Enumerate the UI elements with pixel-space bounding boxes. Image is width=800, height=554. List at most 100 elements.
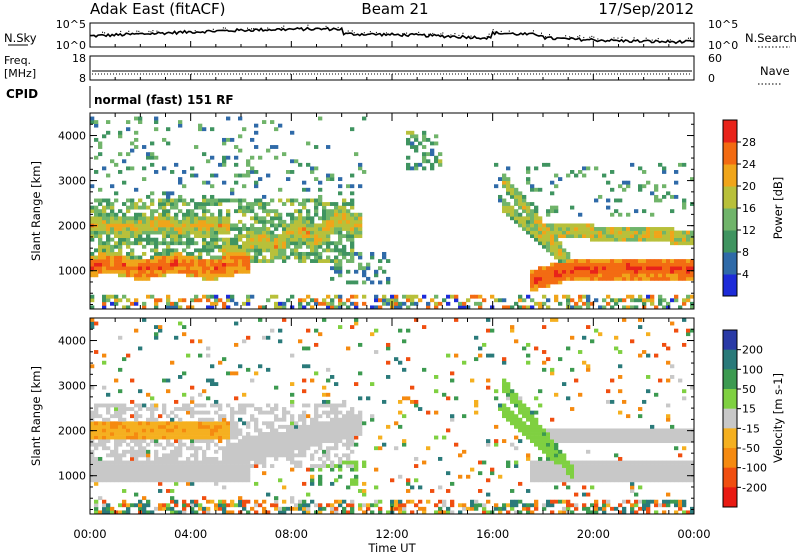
velocity-cell <box>606 478 611 483</box>
power-cell <box>658 266 663 271</box>
velocity-cell <box>106 417 111 422</box>
power-cell <box>510 305 515 309</box>
velocity-cell <box>614 335 619 340</box>
power-cell <box>134 116 139 121</box>
power-cell <box>562 269 567 274</box>
velocity-cell <box>130 414 135 419</box>
power-cell <box>138 276 143 281</box>
velocity-cell <box>242 403 247 408</box>
power-cell <box>290 198 295 203</box>
velocity-cell <box>214 467 219 472</box>
power-cell <box>422 155 427 160</box>
power-cell <box>542 162 547 167</box>
power-cell <box>558 280 563 285</box>
velocity-cell <box>130 439 135 444</box>
velocity-cell <box>210 417 215 422</box>
velocity-cell <box>374 350 379 354</box>
power-cell <box>182 202 187 206</box>
velocity-cell <box>270 328 275 333</box>
velocity-cell <box>214 464 219 468</box>
power-cell <box>162 237 167 242</box>
power-cell <box>154 219 159 224</box>
power-cell <box>146 262 151 267</box>
velocity-cell <box>690 510 694 514</box>
velocity-cell <box>666 378 671 383</box>
velocity-cell <box>506 503 511 508</box>
power-cell <box>214 202 219 206</box>
power-cell <box>334 266 339 271</box>
velocity-cell <box>170 456 175 461</box>
velocity-cell <box>342 510 347 514</box>
velocity-cell <box>134 460 139 465</box>
power-cell <box>202 219 207 224</box>
velocity-cell <box>206 456 211 461</box>
power-cell <box>594 166 599 171</box>
velocity-cell <box>538 439 543 444</box>
power-cell <box>430 141 435 146</box>
power-cell <box>146 219 151 224</box>
velocity-cell <box>166 435 171 440</box>
power-cell <box>206 269 211 274</box>
velocity-cell <box>106 474 111 479</box>
velocity-cell <box>302 378 307 383</box>
power-cell <box>202 273 207 278</box>
velocity-cell <box>542 367 547 372</box>
power-cell <box>598 237 603 242</box>
power-cell <box>314 177 319 182</box>
power-cell <box>122 305 127 309</box>
power-cell <box>146 227 151 231</box>
velocity-cell <box>322 403 327 408</box>
power-cell <box>598 269 603 274</box>
velocity-cell <box>238 474 243 479</box>
power-cell <box>690 301 694 306</box>
velocity-cell <box>242 446 247 451</box>
power-cell <box>94 234 99 239</box>
velocity-cell <box>402 367 407 372</box>
power-cell <box>226 294 231 299</box>
power-cell <box>342 223 347 228</box>
velocity-cell <box>402 506 407 511</box>
velocity-cell <box>214 471 219 476</box>
power-cell <box>274 294 279 299</box>
velocity-cell <box>98 442 103 447</box>
velocity-cell <box>502 414 507 419</box>
power-cell <box>638 237 643 242</box>
power-cell <box>202 216 207 221</box>
power-cell <box>102 134 107 139</box>
velocity-cell <box>330 428 335 433</box>
velocity-cell <box>202 478 207 483</box>
velocity-cell <box>298 499 303 504</box>
nsearch-point <box>138 30 140 33</box>
velocity-cell <box>330 417 335 422</box>
velocity-cell <box>182 499 187 504</box>
velocity-cell <box>590 432 595 436</box>
velocity-cell <box>358 417 363 422</box>
velocity-cell <box>238 428 243 433</box>
power-cell <box>326 173 331 178</box>
velocity-cell <box>394 446 399 451</box>
power-cell <box>242 184 247 189</box>
velocity-cell <box>530 503 535 508</box>
velocity-cell <box>542 435 547 440</box>
velocity-cell <box>630 510 635 514</box>
power-cell <box>250 170 255 174</box>
velocity-cell <box>398 328 403 333</box>
power-cell <box>674 294 679 299</box>
velocity-cell <box>118 453 123 458</box>
velocity-cell <box>606 439 611 444</box>
velocity-cell <box>486 385 491 390</box>
power-cell <box>414 162 419 167</box>
velocity-cell <box>350 432 355 436</box>
velocity-cell <box>590 339 595 344</box>
velocity-cell <box>654 503 659 508</box>
velocity-cell <box>234 456 239 461</box>
power-cell <box>134 227 139 231</box>
power-cell <box>250 230 255 235</box>
power-cell <box>258 219 263 224</box>
velocity-cell <box>154 460 159 465</box>
velocity-cell <box>286 410 291 415</box>
velocity-cell <box>662 342 667 347</box>
power-cell <box>374 294 379 299</box>
velocity-cell <box>190 428 195 433</box>
power-cell <box>306 223 311 228</box>
